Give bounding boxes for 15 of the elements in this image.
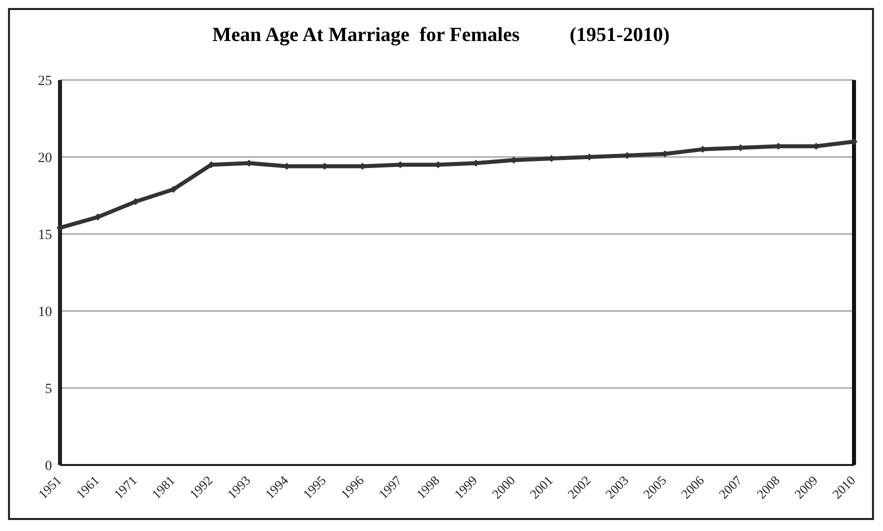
- y-tick-label: 20: [38, 150, 52, 166]
- point: [132, 198, 140, 206]
- y-tick-label: 5: [45, 382, 52, 397]
- chart-title: Mean Age At Marriage for Females (1951-2010): [211, 24, 671, 47]
- x-tick-label: 1971: [110, 472, 140, 502]
- y-tick-label: 15: [38, 228, 52, 243]
- y-tick-label: 0: [45, 458, 52, 474]
- x-tick-label: 1981: [148, 472, 178, 502]
- y-tick-label: 10: [38, 304, 52, 320]
- point: [56, 224, 64, 232]
- x-tick-label: 1951: [35, 472, 64, 502]
- point: [94, 214, 102, 221]
- x-tick-label: 1961: [73, 472, 102, 502]
- y-tick-label: 25: [38, 74, 52, 89]
- x-tick-label: 2001: [526, 472, 556, 502]
